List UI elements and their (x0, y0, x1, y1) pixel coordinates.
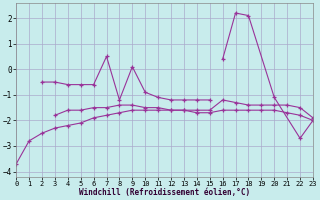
X-axis label: Windchill (Refroidissement éolien,°C): Windchill (Refroidissement éolien,°C) (79, 188, 250, 197)
